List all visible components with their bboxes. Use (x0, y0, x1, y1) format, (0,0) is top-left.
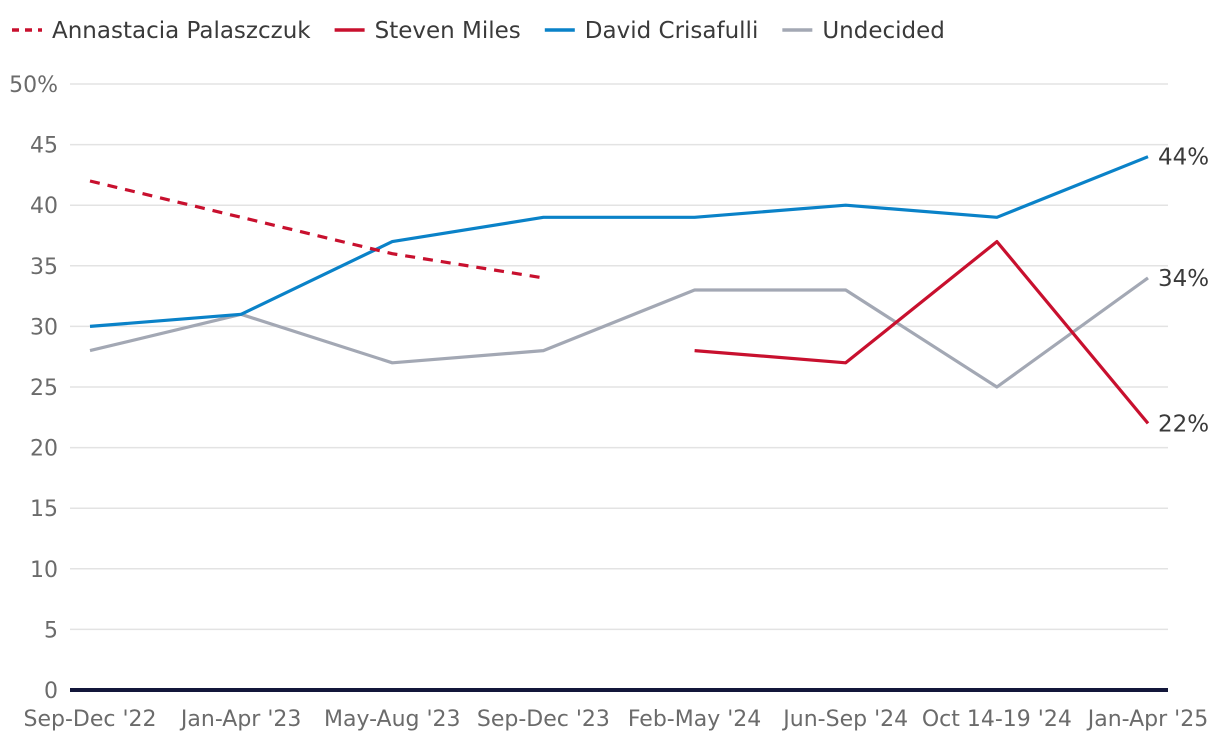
series-line-steven-miles (694, 240, 1150, 425)
x-tick-label: Sep-Dec '23 (477, 707, 610, 732)
x-axis: Sep-Dec '22 Jan-Apr '23 May-Aug '23 Sep-Dec… (23, 688, 1208, 732)
y-tick-label: 15 (30, 497, 58, 522)
series-line-undecided (89, 276, 1149, 389)
y-tick-label: 10 (30, 558, 58, 583)
x-tick-label: Sep-Dec '22 (23, 707, 156, 732)
x-tick-label: Jan-Apr '25 (1086, 707, 1208, 732)
y-tick-label: 45 (30, 134, 58, 159)
x-tick-label: Oct 14-19 '24 (922, 707, 1072, 732)
end-labels: 22% 44% 34% (1158, 145, 1209, 438)
legend-label: Annastacia Palaszczuk (52, 18, 311, 44)
end-label: 34% (1158, 266, 1209, 292)
y-tick-label: 30 (30, 315, 58, 340)
legend-label: Steven Miles (375, 18, 521, 44)
x-tick-label: Jun-Sep '24 (781, 707, 908, 732)
y-tick-label: 5 (44, 618, 58, 643)
x-tick-label: May-Aug '23 (324, 707, 461, 732)
series-line-david-crisafulli (89, 155, 1149, 328)
legend: Annastacia Palaszczuk Steven Miles David C… (12, 18, 945, 44)
legend-label: David Crisafulli (585, 18, 759, 44)
y-tick-label: 0 (44, 679, 58, 704)
legend-label: Undecided (822, 18, 945, 44)
series-line-annastacia-palaszczuk (89, 179, 544, 280)
series-lines (89, 155, 1150, 425)
y-tick-label: 50% (9, 73, 58, 98)
x-tick-label: Jan-Apr '23 (179, 707, 301, 732)
y-tick-label: 40 (30, 194, 58, 219)
y-tick-label: 35 (30, 255, 58, 280)
y-axis: 0 5 10 15 20 25 30 35 40 45 50% (9, 73, 58, 704)
x-tick-label: Feb-May '24 (628, 707, 761, 732)
gridlines (70, 83, 1168, 631)
y-tick-label: 25 (30, 376, 58, 401)
end-label: 44% (1158, 145, 1209, 171)
y-tick-label: 20 (30, 437, 58, 462)
end-label: 22% (1158, 411, 1209, 437)
